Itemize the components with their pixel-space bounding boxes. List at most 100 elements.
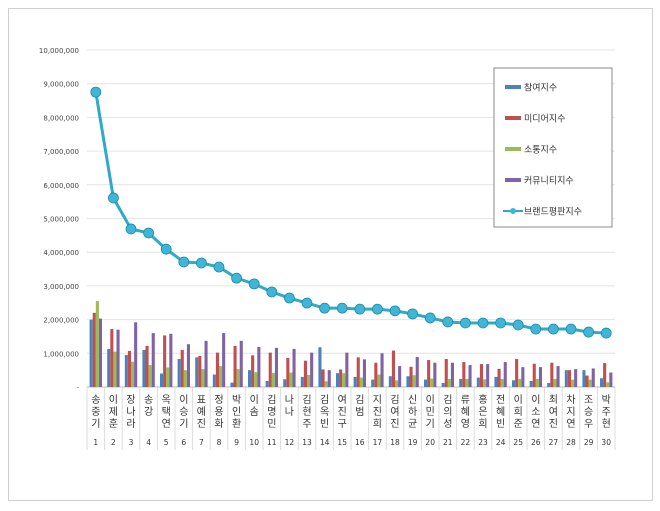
bar-참여지수-8 bbox=[212, 374, 216, 387]
line-point-12 bbox=[283, 292, 295, 304]
legend-label: 미디어지수 bbox=[524, 114, 565, 125]
bar-커뮤니티지수-25 bbox=[521, 367, 525, 387]
bar-커뮤니티지수-11 bbox=[274, 347, 278, 387]
bar-참여지수-30 bbox=[600, 378, 604, 387]
bar-커뮤니티지수-21 bbox=[450, 362, 454, 387]
bar-미디어지수-17 bbox=[374, 362, 378, 387]
rank-label: 5 bbox=[164, 438, 169, 447]
bar-미디어지수-9 bbox=[233, 345, 237, 387]
rank-label: 30 bbox=[601, 438, 611, 447]
bar-커뮤니티지수-26 bbox=[538, 367, 542, 387]
legend-label: 커뮤니티지수 bbox=[524, 176, 574, 187]
bar-미디어지수-16 bbox=[356, 357, 360, 387]
bar-커뮤니티지수-10 bbox=[257, 346, 261, 387]
bar-미디어지수-15 bbox=[339, 369, 343, 387]
line-point-21 bbox=[442, 316, 454, 328]
bar-소통지수-27 bbox=[553, 378, 557, 387]
line-point-19 bbox=[407, 308, 419, 320]
line-point-13 bbox=[301, 297, 313, 309]
bar-참여지수-21 bbox=[441, 382, 445, 387]
rank-label: 17 bbox=[373, 438, 383, 447]
line-point-28 bbox=[565, 323, 577, 335]
bar-참여지수-20 bbox=[424, 379, 428, 387]
bar-커뮤니티지수-27 bbox=[556, 366, 560, 387]
bar-소통지수-1 bbox=[95, 301, 99, 387]
rank-label: 12 bbox=[285, 438, 295, 447]
bar-참여지수-3 bbox=[124, 354, 128, 387]
bar-소통지수-18 bbox=[395, 380, 399, 387]
bar-참여지수-16 bbox=[353, 376, 357, 387]
bar-소통지수-5 bbox=[166, 367, 170, 387]
bar-미디어지수-12 bbox=[286, 358, 290, 387]
line-point-24 bbox=[495, 317, 507, 329]
bar-커뮤니티지수-23 bbox=[486, 364, 490, 387]
bar-미디어지수-30 bbox=[603, 363, 607, 387]
bar-소통지수-26 bbox=[535, 378, 539, 387]
bar-미디어지수-4 bbox=[145, 345, 149, 387]
rank-label: 19 bbox=[408, 438, 418, 447]
line-point-11 bbox=[266, 286, 278, 298]
y-tick-label: 4,000,000 bbox=[43, 249, 79, 257]
bar-미디어지수-21 bbox=[444, 359, 448, 387]
bar-소통지수-6 bbox=[183, 370, 187, 387]
bar-참여지수-1 bbox=[89, 319, 93, 387]
bar-참여지수-24 bbox=[494, 376, 498, 387]
bar-참여지수-28 bbox=[564, 370, 568, 387]
bar-커뮤니티지수-8 bbox=[222, 333, 226, 387]
line-point-30 bbox=[600, 327, 612, 339]
line-point-14 bbox=[319, 302, 331, 314]
bar-참여지수-12 bbox=[283, 379, 287, 387]
bar-소통지수-30 bbox=[606, 382, 610, 387]
rank-label: 26 bbox=[531, 438, 541, 447]
rank-label: 21 bbox=[443, 438, 453, 447]
bar-커뮤니티지수-28 bbox=[574, 369, 578, 387]
legend-label: 브랜드평판지수 bbox=[524, 207, 582, 218]
bar-참여지수-25 bbox=[512, 380, 516, 387]
line-point-18 bbox=[389, 305, 401, 317]
bar-미디어지수-10 bbox=[251, 355, 255, 387]
bar-소통지수-22 bbox=[465, 378, 469, 387]
bar-미디어지수-2 bbox=[110, 329, 114, 387]
line-point-4 bbox=[143, 227, 155, 239]
bar-소통지수-10 bbox=[254, 372, 258, 387]
line-point-23 bbox=[477, 317, 489, 329]
bar-커뮤니티지수-22 bbox=[468, 365, 472, 387]
line-point-16 bbox=[354, 303, 366, 315]
legend-swatch bbox=[505, 178, 521, 182]
bar-참여지수-15 bbox=[336, 373, 340, 387]
rank-label: 14 bbox=[320, 438, 330, 447]
rank-label: 23 bbox=[478, 438, 488, 447]
bar-커뮤니티지수-29 bbox=[591, 368, 595, 387]
bar-참여지수-13 bbox=[300, 376, 304, 387]
bar-참여지수-14 bbox=[318, 347, 322, 387]
bar-소통지수-14 bbox=[324, 381, 328, 387]
line-point-2 bbox=[108, 192, 119, 204]
bar-참여지수-9 bbox=[230, 382, 234, 387]
bar-미디어지수-20 bbox=[427, 360, 431, 387]
bar-소통지수-12 bbox=[289, 372, 293, 387]
line-point-25 bbox=[512, 319, 524, 331]
line-point-26 bbox=[530, 323, 542, 335]
rank-label: 2 bbox=[111, 438, 116, 447]
bar-소통지수-28 bbox=[571, 379, 575, 387]
y-tick-label: 7,000,000 bbox=[43, 148, 79, 156]
line-point-9 bbox=[231, 272, 243, 284]
y-tick-label: 9,000,000 bbox=[43, 81, 79, 89]
bar-소통지수-11 bbox=[271, 372, 275, 387]
bar-미디어지수-26 bbox=[532, 363, 536, 387]
line-point-29 bbox=[583, 326, 594, 338]
bar-소통지수-16 bbox=[359, 377, 363, 387]
bar-참여지수-10 bbox=[248, 370, 252, 387]
bar-미디어지수-25 bbox=[515, 359, 519, 387]
line-point-27 bbox=[548, 323, 559, 335]
y-tick-label: 3,000,000 bbox=[43, 283, 79, 291]
bar-미디어지수-28 bbox=[567, 370, 571, 387]
line-point-8 bbox=[213, 261, 225, 273]
